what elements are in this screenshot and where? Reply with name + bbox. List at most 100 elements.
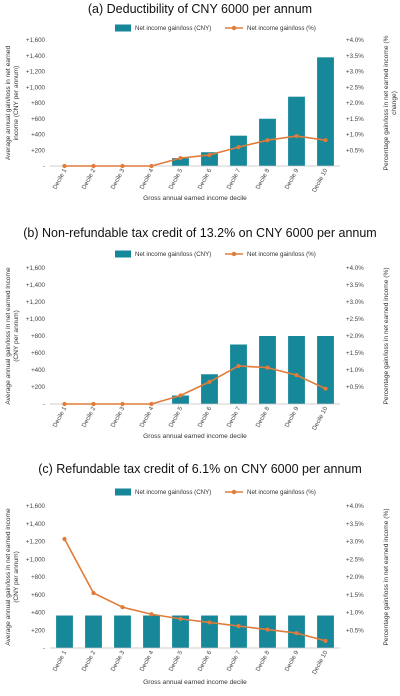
series-line [64, 365, 326, 405]
x-axis-title: Gross annual earned income decile [143, 195, 247, 202]
chart-title-b: (b) Non-refundable tax credit of 13.2% o… [23, 226, 377, 240]
y2-tick-label: +1.0% [346, 132, 364, 139]
y-tick-label: +1,400 [26, 521, 46, 528]
y2-axis-title-line: Percentage gain/loss in net earned incom… [383, 508, 390, 645]
bar [56, 615, 73, 648]
x-tick-label: Decile 4 [139, 649, 156, 673]
line-point [294, 373, 299, 378]
line-point [178, 393, 183, 398]
chart-panel-c: (c) Refundable tax credit of 6.1% on CNY… [0, 462, 400, 696]
line-point [323, 386, 328, 391]
x-tick-label: Decile 10 [311, 167, 330, 194]
y2-tick-label: +2.0% [346, 100, 364, 107]
y2-axis-title-line: Percentage gain/loss in net earned incom… [383, 267, 390, 404]
y-tick-label: +200 [31, 147, 45, 154]
legend-label-bar: Net income gain/loss (CNY) [135, 489, 211, 496]
y-axis-title: Average annual gain/loss in net earnedin… [5, 46, 20, 161]
bar [288, 336, 305, 404]
legend-swatch-marker [231, 25, 237, 31]
y-tick-label: +1,600 [26, 265, 46, 272]
y2-tick-label: +2.0% [346, 574, 364, 581]
y2-tick-label: +0.5% [346, 147, 364, 154]
y2-tick-label: +3.5% [346, 282, 364, 289]
y2-tick-label: +1.0% [346, 610, 364, 617]
x-tick-label: Decile 5 [168, 167, 185, 191]
x-tick-label: Decile 2 [81, 167, 98, 191]
y-tick-label: +800 [31, 100, 45, 107]
y2-tick-label: +0.5% [346, 384, 364, 391]
legend-label-bar: Net income gain/loss (CNY) [135, 25, 211, 32]
line-point [120, 401, 125, 407]
bar [85, 615, 102, 648]
y-tick-label: +400 [31, 367, 45, 374]
y-axis-title-line: Average annual gain/loss in net earned [5, 46, 12, 161]
line-point [149, 163, 154, 169]
y2-tick-label: +3.0% [346, 299, 364, 306]
y2-axis-title: Percentage gain/loss in net earned incom… [383, 267, 390, 404]
x-tick-label: Decile 1 [52, 405, 69, 429]
line-point [91, 590, 96, 596]
x-tick-label: Decile 3 [110, 405, 127, 429]
line-point [62, 401, 67, 407]
legend: Net income gain/loss (CNY) Net income gai… [115, 488, 316, 496]
line-point [265, 627, 270, 632]
y2-axis-title: Percentage gain/loss in net earned incom… [383, 508, 390, 645]
series-line [63, 538, 326, 642]
bar [259, 615, 276, 648]
bar [114, 615, 131, 648]
chart-title-a: (a) Deductibility of CNY 6000 per annum [87, 2, 313, 16]
y2-tick-label: +0.5% [346, 627, 364, 634]
x-tick-label: Decile 4 [139, 405, 156, 429]
y2-axis-title: Percentage gain/loss in net earned incom… [383, 35, 398, 170]
y2-axis-title-line: Percentage gain/loss in net earned incom… [383, 35, 390, 170]
y-tick-label: +400 [31, 610, 45, 617]
x-tick-label: Decile 9 [284, 649, 301, 673]
legend: Net income gain/loss (CNY) Net income gai… [115, 250, 316, 258]
bar [172, 158, 189, 166]
line-point [178, 156, 183, 161]
y-axis-title-line: (CNY per annum) [13, 551, 20, 603]
y2-tick-label: +1.0% [346, 367, 364, 374]
y2-tick-label: +4.0% [346, 503, 364, 510]
y-axis-title: Average annual gain/loss in net earned i… [5, 267, 20, 405]
y-tick-label: +1,400 [26, 53, 46, 60]
y2-tick-label: +1.5% [346, 592, 364, 599]
x-tick-label: Decile 6 [197, 649, 214, 673]
x-tick-label: Decile 1 [52, 167, 69, 191]
x-tick-label: Decile 9 [284, 167, 301, 191]
y-tick-label: +400 [31, 132, 45, 139]
x-tick-label: Decile 8 [255, 167, 272, 191]
y2-axis-title-line: change) [391, 91, 398, 115]
y2-tick-label: +2.5% [346, 316, 364, 323]
bar [317, 57, 334, 167]
line-point [120, 605, 125, 610]
y2-tick-label: +2.5% [346, 556, 364, 563]
line-point [236, 623, 241, 629]
y2-tick-label: +4.0% [346, 265, 364, 272]
y2-tick-label: +1.5% [346, 116, 364, 123]
series-line [64, 135, 326, 167]
legend-label-line: Net income gain/loss (%) [247, 25, 316, 32]
y2-tick-label: +3.0% [346, 69, 364, 76]
y-tick-label: +800 [31, 333, 45, 340]
y2-tick-label: +1.5% [346, 350, 364, 357]
legend-label-line: Net income gain/loss (%) [247, 489, 316, 496]
x-tick-label: Decile 8 [255, 405, 272, 429]
line-point [207, 379, 212, 384]
y-tick-label: +600 [31, 116, 45, 123]
y-tick-label: +800 [31, 574, 45, 581]
y-axis-title-line: (CNY per annum) [13, 310, 20, 362]
x-tick-label: Decile 3 [110, 649, 127, 673]
y-axis-title: Average annual gain/loss in net earned i… [5, 508, 20, 646]
line-point [207, 620, 212, 625]
line-point [62, 163, 67, 169]
bar [317, 336, 334, 404]
chart-svg-a: Net income gain/loss (CNY) Net income gai… [5, 24, 398, 202]
x-tick-label: Decile 2 [81, 405, 98, 429]
x-tick-label: Decile 7 [226, 405, 243, 429]
legend: Net income gain/loss (CNY) Net income gai… [115, 24, 316, 32]
bar [259, 118, 276, 166]
line-point [149, 612, 154, 617]
y-tick-label: +1,000 [26, 84, 46, 91]
y-tick-label: +1,200 [26, 539, 46, 546]
